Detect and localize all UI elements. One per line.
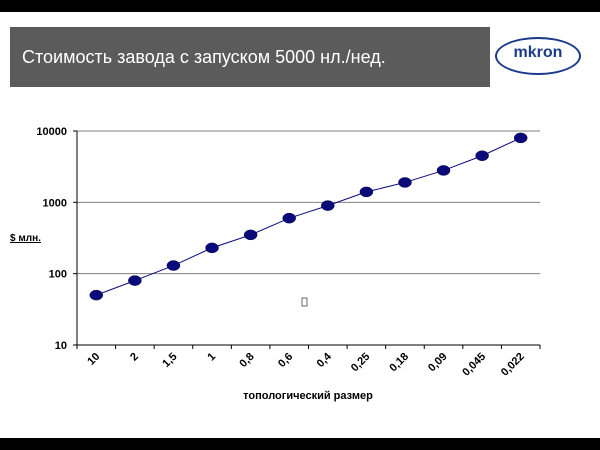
logo-text: mkron [513,44,563,61]
x-tick-label: 0,045 [460,351,488,379]
placeholder-icon [301,297,308,307]
data-point [205,242,219,254]
chart-series [89,132,528,301]
slide: Стоимость завода с запуском 5000 нл./нед… [0,12,600,438]
x-tick-label: 0,25 [349,351,373,375]
y-axis-label: $ млн. [10,233,41,244]
chart-axes [73,130,541,349]
data-point [243,229,258,241]
data-point [513,132,528,144]
x-tick-label: 0,18 [387,351,411,375]
data-point [321,200,335,211]
y-tick-labels: 10000 1000 100 10 [36,126,67,352]
data-point [475,150,489,161]
x-tick-label: 0,6 [276,351,295,370]
y-tick-label: 10000 [36,126,67,138]
x-tick-labels: 10 2 1,5 1 0,8 0,6 0,4 0,25 0,18 0,09 0,045 0,022 [85,350,527,379]
data-point [128,275,142,286]
x-tick-label: 0,4 [315,350,335,370]
x-tick-label: 1 [205,351,218,364]
x-axis-label: топологический размер [243,390,373,402]
data-point [398,177,412,188]
x-tick-label: 1,5 [160,351,179,370]
data-point [166,260,181,271]
series-line [96,137,521,296]
logo-oval [495,37,581,75]
chart-grid [77,130,540,275]
slide-title: Стоимость завода с запуском 5000 нл./нед… [22,47,386,67]
y-tick-label: 1000 [43,197,67,209]
data-point [282,212,296,224]
y-tick-label: 10 [55,340,67,352]
data-point [436,165,451,176]
x-tick-label: 0,8 [237,351,256,370]
x-tick-label: 0,09 [426,351,450,375]
title-bar: Стоимость завода с запуском 5000 нл./нед… [10,27,490,87]
mikron-logo: mkron [491,27,591,87]
data-point [89,289,104,301]
data-point [359,186,374,198]
x-tick-label: 0,022 [499,351,527,379]
y-tick-label: 100 [49,269,67,281]
x-tick-label: 2 [128,351,141,364]
x-tick-label: 10 [85,351,102,368]
